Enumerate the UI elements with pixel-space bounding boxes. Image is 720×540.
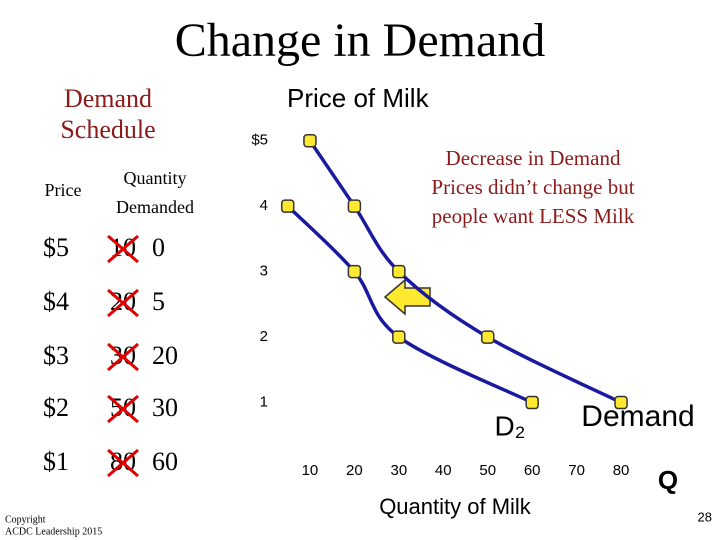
table-header: Quantity: [124, 168, 187, 188]
point: [480, 330, 495, 344]
x-tick-label: 70: [568, 462, 585, 479]
strike: [107, 394, 139, 424]
table-cell: $5: [43, 233, 69, 262]
legend-label: Demand: [581, 400, 694, 433]
point: [392, 330, 406, 344]
x-end-label: Q: [658, 465, 678, 495]
strike: [107, 234, 139, 264]
table-cell: $1: [43, 447, 69, 476]
y-axis-label: Price of Milk: [287, 83, 430, 113]
table-cell: 0: [152, 233, 165, 262]
legend-label: D₂: [494, 410, 525, 441]
y-tick-label: 1: [260, 394, 268, 411]
demand-curve: [286, 204, 533, 405]
table-cell: 60: [152, 447, 178, 476]
x-tick-label: 80: [613, 462, 630, 479]
strike: [107, 288, 139, 318]
point: [303, 133, 317, 148]
point: [280, 199, 295, 213]
schedule-title: Schedule: [60, 115, 155, 144]
x-tick-label: 10: [302, 462, 319, 479]
point: [614, 395, 628, 410]
x-tick-label: 30: [390, 462, 407, 479]
demand-curve: [308, 139, 622, 405]
y-tick-label: 3: [260, 263, 268, 280]
strike: [107, 342, 139, 372]
annotation: Prices didn’t change but: [431, 175, 634, 199]
table-cell: $3: [43, 341, 69, 370]
table-cell: 30: [152, 393, 178, 422]
table-header: Price: [45, 180, 82, 200]
point: [347, 264, 362, 279]
y-tick-label: $5: [251, 132, 268, 149]
table-header: Demanded: [116, 197, 194, 217]
table-cell: 20: [152, 341, 178, 370]
table-cell: 5: [152, 287, 165, 316]
schedule-title: Demand: [64, 84, 152, 113]
strike: [107, 448, 139, 478]
annotation: Decrease in Demand: [446, 146, 621, 170]
table-cell: $2: [43, 393, 69, 422]
x-tick-label: 60: [524, 462, 541, 479]
table-cell: $4: [43, 287, 69, 316]
point: [392, 264, 406, 279]
x-axis-label: Quantity of Milk: [379, 494, 532, 519]
slide-number: 28: [698, 509, 712, 524]
y-tick-label: 2: [260, 328, 268, 345]
point: [525, 395, 539, 410]
shift-arrow: [383, 278, 431, 316]
copyright: ACDC Leadership 2015: [5, 526, 102, 537]
slide-title: Change in Demand: [175, 14, 546, 67]
copyright: Copyright: [5, 514, 46, 525]
x-tick-label: 50: [479, 462, 496, 479]
x-tick-label: 40: [435, 462, 452, 479]
y-tick-label: 4: [260, 197, 268, 214]
annotation: people want LESS Milk: [432, 204, 635, 228]
x-tick-label: 20: [346, 462, 363, 479]
point: [347, 199, 362, 213]
